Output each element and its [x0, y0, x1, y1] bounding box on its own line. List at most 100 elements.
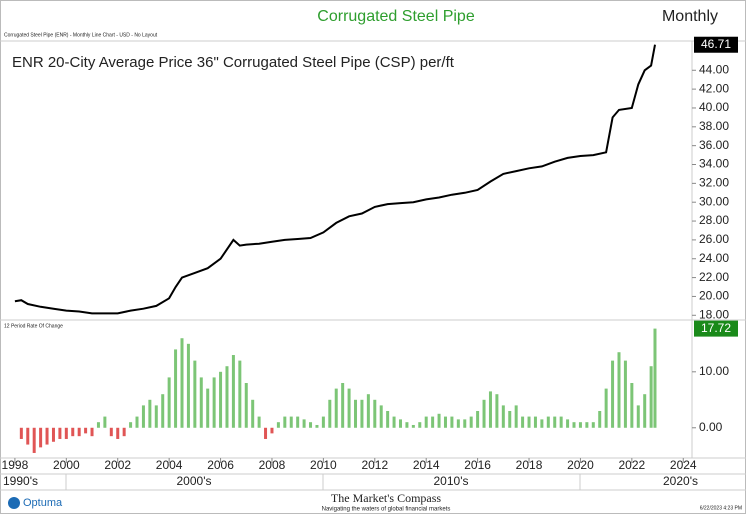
bar: [649, 366, 653, 428]
x-tick-label: 2004: [156, 458, 183, 472]
bar: [617, 352, 621, 428]
y-tick-label: 32.00: [699, 176, 729, 190]
x-tick-label: 2008: [259, 458, 286, 472]
title: Corrugated Steel Pipe: [317, 8, 475, 25]
bar: [598, 410, 602, 428]
bar: [398, 419, 402, 428]
bar: [463, 419, 467, 428]
bar: [302, 419, 306, 428]
bar: [231, 355, 235, 428]
y-tick-label: 36.00: [699, 138, 729, 152]
bar: [341, 383, 345, 428]
x-tick-label: 2006: [207, 458, 234, 472]
bar: [456, 419, 460, 428]
bar: [180, 338, 184, 428]
bar: [379, 405, 383, 428]
y-tick-label: 40.00: [699, 100, 729, 114]
y-tick-label: 24.00: [699, 251, 729, 265]
bar: [636, 405, 640, 428]
bar: [141, 405, 145, 428]
bar: [366, 394, 370, 428]
bar: [533, 416, 537, 428]
bar: [116, 427, 120, 439]
bar: [51, 427, 55, 442]
brand: The Market's Compass: [331, 491, 441, 505]
bar: [225, 366, 229, 428]
bar: [591, 422, 595, 428]
bar: [264, 427, 268, 439]
decade-label: 1990's: [3, 474, 38, 488]
bar: [45, 427, 49, 445]
bar: [418, 422, 422, 428]
bar: [193, 360, 197, 428]
last-value-label: 17.72: [701, 321, 731, 335]
bar: [26, 427, 30, 445]
bar: [135, 416, 139, 428]
bar: [482, 399, 486, 428]
bar: [514, 405, 518, 428]
bar: [161, 394, 165, 428]
last-value-box: [694, 36, 738, 53]
bar: [476, 410, 480, 428]
bar: [566, 419, 570, 428]
y-tick-label: 0.00: [699, 420, 723, 434]
bar: [392, 416, 396, 428]
bar: [58, 427, 62, 439]
bar: [77, 427, 81, 437]
x-tick-label: 2012: [361, 458, 388, 472]
price-line: [14, 44, 656, 315]
x-tick-label: 1998: [2, 458, 29, 472]
bar: [508, 410, 512, 428]
bar: [283, 416, 287, 428]
x-tick-label: 2014: [413, 458, 440, 472]
x-tick-label: 2010: [310, 458, 337, 472]
x-tick-label: 2016: [464, 458, 491, 472]
bar: [244, 383, 248, 428]
x-tick-label: 2018: [516, 458, 543, 472]
bar: [315, 424, 319, 428]
bar: [251, 399, 255, 428]
bar: [553, 416, 557, 428]
bar: [386, 410, 390, 428]
last-value-label: 46.71: [701, 37, 731, 51]
bar: [64, 427, 68, 439]
bar: [32, 427, 36, 453]
x-tick-label: 2022: [618, 458, 645, 472]
bar: [90, 427, 94, 437]
bar: [469, 416, 473, 428]
bar: [585, 422, 589, 428]
bar: [623, 360, 627, 428]
bar: [437, 413, 441, 428]
y-tick-label: 42.00: [699, 81, 729, 95]
bar: [129, 422, 133, 428]
bar: [96, 422, 100, 428]
bar: [559, 416, 563, 428]
bar: [424, 416, 428, 428]
bar: [154, 405, 158, 428]
bar: [373, 399, 377, 428]
bar: [199, 377, 203, 428]
bar: [309, 422, 313, 428]
bar: [103, 416, 107, 428]
logo-icon: [8, 497, 20, 509]
bar: [630, 383, 634, 428]
bar: [611, 360, 615, 428]
bar: [148, 399, 152, 428]
bar: [411, 424, 415, 428]
bar: [109, 427, 113, 437]
y-tick-label: 22.00: [699, 270, 729, 284]
y-tick-label: 10.00: [699, 364, 729, 378]
bar: [276, 422, 280, 428]
bar: [328, 399, 332, 428]
y-tick-label: 30.00: [699, 194, 729, 208]
bar: [354, 399, 358, 428]
bar: [238, 360, 242, 428]
bar: [431, 416, 435, 428]
bar: [495, 394, 499, 428]
panel-title: 12 Period Rate Of Change: [4, 323, 63, 329]
chart-title: ENR 20-City Average Price 36" Corrugated…: [12, 54, 455, 71]
decade-label: 2020's: [663, 474, 698, 488]
period: Monthly: [662, 8, 718, 25]
bar: [443, 416, 447, 428]
